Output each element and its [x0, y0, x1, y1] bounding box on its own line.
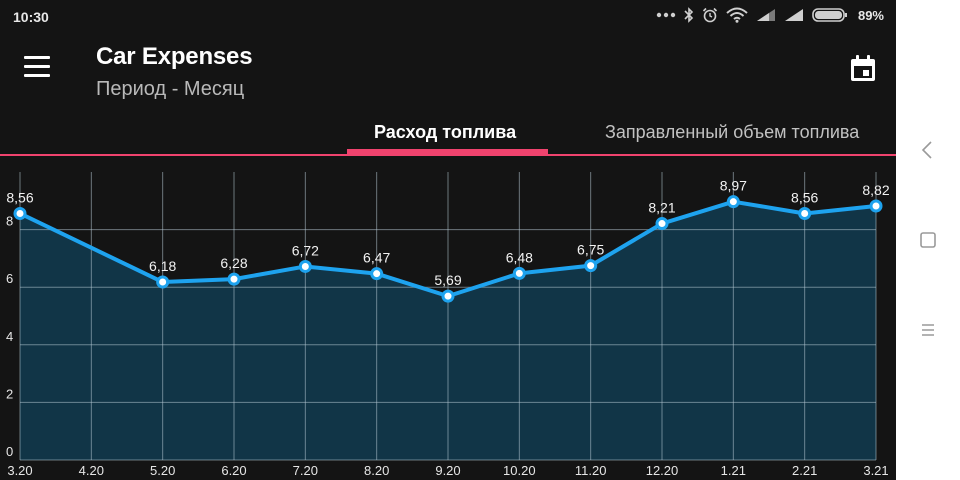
- chart-data-label: 6,75: [577, 242, 604, 258]
- chart-data-point: [156, 275, 170, 289]
- menu-button[interactable]: [24, 56, 50, 78]
- chart-data-label: 8,56: [6, 189, 33, 205]
- chart-data-label: 8,21: [648, 200, 675, 216]
- chart-x-tick-label: 1.21: [721, 463, 746, 478]
- period-subtitle: Период - Месяц: [96, 78, 245, 100]
- menu-icon-bar: [24, 65, 50, 68]
- chart-data-label: 6,18: [149, 258, 176, 274]
- chart-data-label: 8,56: [791, 189, 818, 205]
- chart-x-tick-label: 9.20: [435, 463, 460, 478]
- signal-icon: [756, 9, 775, 21]
- tab-fuel-volume[interactable]: Заправленный объем топлива: [605, 122, 860, 142]
- chart-svg: 0 2 4 6 8 3.20 4.20 5.20 6.20 7.20 8.20 9.20 10.20 11…: [6, 172, 890, 478]
- chart-data-label: 6,72: [292, 242, 319, 258]
- calendar-button[interactable]: [848, 53, 878, 83]
- chart-x-tick-label: 3.21: [863, 463, 888, 478]
- chart-data-label: 8,82: [862, 182, 889, 198]
- chart-data-label: 6,28: [220, 255, 247, 271]
- menu-icon: [24, 56, 50, 59]
- chart-data-label: 8,97: [720, 178, 747, 194]
- fuel-consumption-chart: 0 2 4 6 8 3.20 4.20 5.20 6.20 7.20 8.20 9.20 10.20 11…: [0, 156, 896, 480]
- chart-data-point: [370, 267, 384, 281]
- chart-x-tick-label: 5.20: [150, 463, 175, 478]
- tab-indicator: [347, 149, 548, 154]
- app-screen: 10:30: [0, 0, 896, 480]
- chart-x-tick-label: 8.20: [364, 463, 389, 478]
- back-icon[interactable]: [920, 140, 934, 160]
- page-title: Car Expenses: [96, 43, 253, 70]
- status-bar: 10:30: [0, 0, 896, 34]
- chart-data-point: [798, 206, 812, 220]
- chart-x-tick-label: 7.20: [293, 463, 318, 478]
- alarm-icon: [702, 7, 718, 23]
- chart-y-tick-label: 8: [6, 214, 13, 229]
- chart-data-point: [441, 289, 455, 303]
- chart-data-point: [512, 266, 526, 280]
- chart-x-tick-label: 12.20: [646, 463, 679, 478]
- chart-data-point: [227, 272, 241, 286]
- status-time: 10:30: [13, 9, 49, 25]
- chart-data-label: 5,69: [434, 272, 461, 288]
- chart-y-tick-label: 4: [6, 329, 13, 344]
- home-icon[interactable]: [919, 231, 937, 249]
- recents-icon[interactable]: [919, 322, 937, 338]
- system-nav-bar: [896, 0, 960, 480]
- calendar-icon: [851, 55, 875, 81]
- chart-x-tick-label: 3.20: [7, 463, 32, 478]
- wifi-icon: [726, 7, 748, 23]
- app-bar: Car Expenses Период - Месяц: [0, 34, 896, 114]
- tab-bar-divider: [0, 154, 896, 156]
- chart-y-tick-label: 6: [6, 271, 13, 286]
- bluetooth-icon: [684, 7, 694, 23]
- chart-data-point: [869, 199, 883, 213]
- chart-data-point: [13, 206, 27, 220]
- chart-x-tick-label: 11.20: [575, 463, 607, 478]
- battery-percent: 89%: [857, 7, 884, 23]
- chart-data-point: [726, 195, 740, 209]
- tab-fuel-consumption[interactable]: Расход топлива: [374, 122, 517, 142]
- chart-x-tick-label: 10.20: [503, 463, 536, 478]
- signal-icon: [784, 9, 803, 21]
- chart-y-tick-label: 2: [6, 386, 13, 401]
- chart-x-tick-label: 6.20: [221, 463, 246, 478]
- chart-y-tick-label: 0: [6, 444, 13, 459]
- battery-icon: [812, 8, 847, 22]
- more-dots-icon: [656, 12, 676, 18]
- status-icons: 89%: [656, 7, 884, 23]
- chart-series-line: [19, 199, 877, 299]
- chart-data-point: [298, 259, 312, 273]
- chart-data-label: 6,48: [506, 249, 533, 265]
- tab-bar: Расход топлива Заправленный объем топлив…: [0, 114, 896, 156]
- menu-icon-bar: [24, 74, 50, 77]
- chart-data-label: 6,47: [363, 250, 390, 266]
- chart-data-point: [584, 259, 598, 273]
- chart-x-tick-label: 2.21: [792, 463, 817, 478]
- chart-x-tick-label: 4.20: [79, 463, 104, 478]
- chart-data-point: [655, 217, 669, 231]
